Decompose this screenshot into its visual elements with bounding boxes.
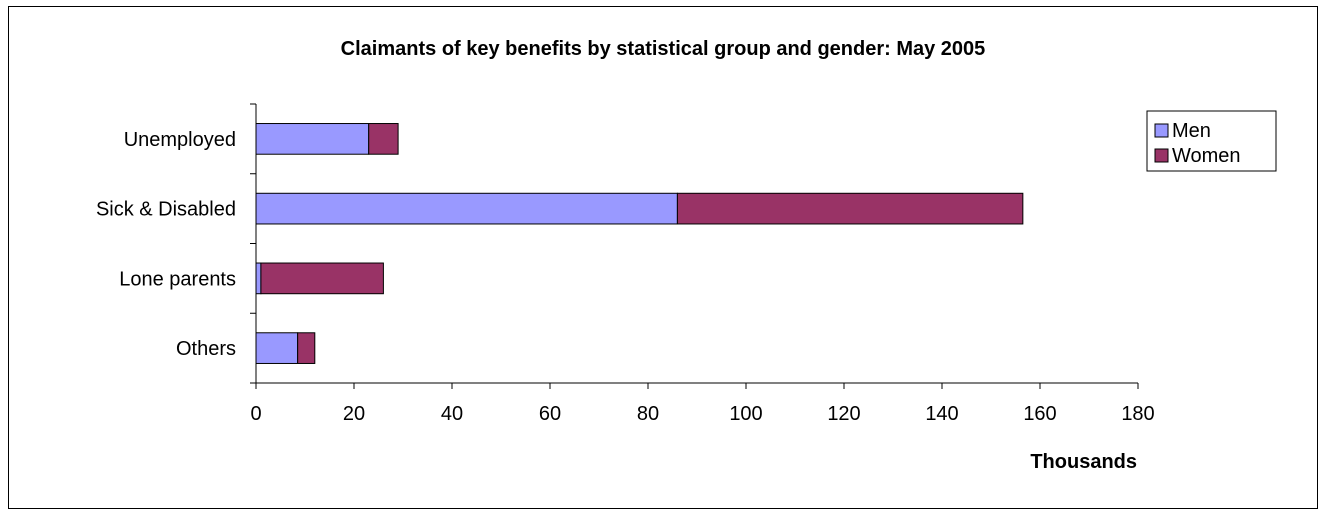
bar-women [260, 262, 384, 295]
x-tick-label: 100 [729, 403, 762, 425]
bar-women [676, 192, 1024, 225]
legend-swatch-women [1154, 148, 1169, 163]
bar-men [255, 123, 370, 155]
category-label: Sick & Disabled [96, 199, 236, 221]
legend-label-men: Men [1172, 120, 1211, 142]
bar-men [255, 192, 678, 225]
plot-area: 0 20 40 60 80 100 120 140 160 180 Unemployed Sick &… [96, 103, 1155, 425]
x-tick-label: 60 [539, 403, 561, 425]
x-tick-label: 140 [925, 403, 958, 425]
category-label: Unemployed [124, 129, 236, 151]
x-tick-label: 120 [827, 403, 860, 425]
legend-label-women: Women [1172, 145, 1241, 167]
bar-men [255, 262, 262, 295]
category-label: Lone parents [119, 268, 236, 290]
x-tick-label: 160 [1023, 403, 1056, 425]
bar-men [255, 332, 299, 364]
legend-box [1146, 110, 1277, 172]
x-tick-label: 180 [1121, 403, 1154, 425]
bar-women [368, 123, 399, 155]
legend: Men Women [1146, 110, 1277, 172]
x-tick-label: 0 [250, 403, 261, 425]
x-tick-label: 40 [441, 403, 463, 425]
x-tick-label: 80 [637, 403, 659, 425]
x-axis-label: Thousands [1030, 451, 1137, 473]
legend-swatch-men [1154, 123, 1169, 138]
chart-title: Claimants of key benefits by statistical… [341, 38, 986, 60]
chart-frame [8, 6, 1318, 509]
category-label: Others [176, 338, 236, 360]
bar-women [297, 332, 316, 364]
x-tick-label: 20 [343, 403, 365, 425]
